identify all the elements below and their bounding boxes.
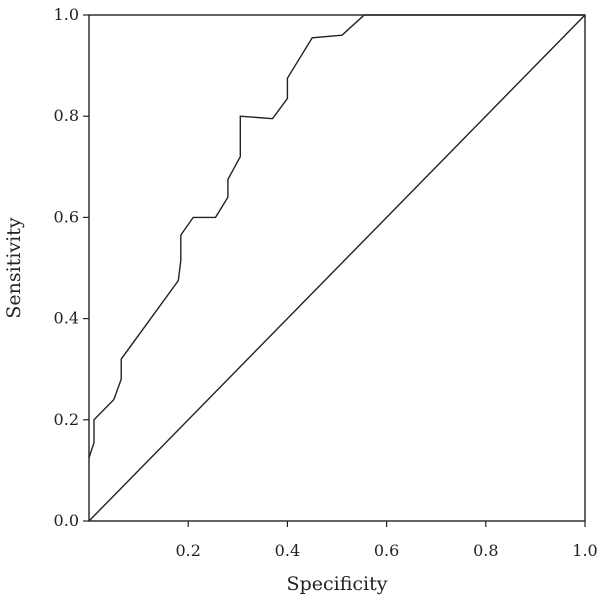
y-tick-label: 0.4: [54, 309, 79, 328]
x-axis-title: Specificity: [287, 573, 388, 595]
x-tick-label: 0.4: [275, 541, 300, 560]
x-tick-label: 0.8: [473, 541, 498, 560]
y-tick-label: 0.0: [54, 511, 79, 530]
y-tick-label: 1.0: [54, 5, 79, 24]
y-axis-title: Sensitivity: [3, 217, 25, 318]
plot-frame: [88, 14, 586, 522]
y-tick-label: 0.2: [54, 410, 79, 429]
reference-diagonal-line: [88, 14, 586, 522]
y-tick-label: 0.8: [54, 106, 79, 125]
x-tick-label: 1.0: [572, 541, 597, 560]
x-tick-label: 0.6: [374, 541, 399, 560]
x-tick-label: 0.2: [175, 541, 200, 560]
roc-curve-line: [88, 14, 585, 459]
y-tick-label: 0.6: [54, 207, 79, 226]
